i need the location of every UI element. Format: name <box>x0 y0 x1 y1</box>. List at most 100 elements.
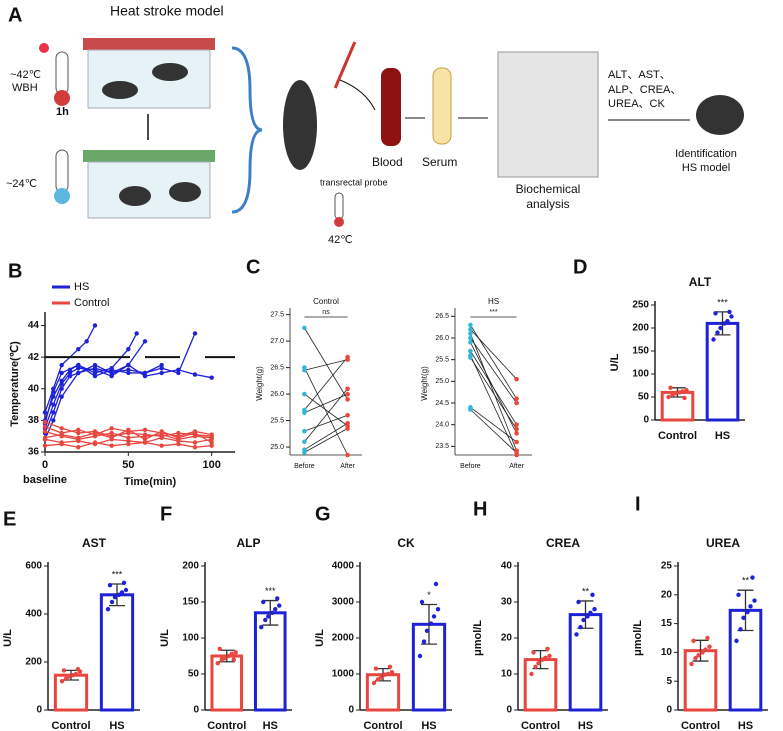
point <box>266 614 271 619</box>
y-tick-label: 5 <box>666 676 672 687</box>
point <box>92 323 98 328</box>
chart-title: HS <box>488 297 499 306</box>
point <box>109 443 114 448</box>
x-tick-label: HS <box>263 720 278 731</box>
chart-title: CREA <box>546 536 580 550</box>
point <box>590 592 595 597</box>
point <box>421 639 427 644</box>
point <box>42 424 48 429</box>
point <box>76 365 81 371</box>
point <box>585 614 590 619</box>
point <box>419 599 425 605</box>
point <box>722 321 727 326</box>
y-tick-label: 42 <box>28 352 40 363</box>
point <box>514 422 519 427</box>
point <box>126 430 131 436</box>
significance: *** <box>112 569 123 579</box>
point <box>159 362 164 368</box>
point <box>59 386 64 391</box>
y-tick-label: 20 <box>501 633 513 644</box>
x-tick-label: 50 <box>122 459 134 471</box>
panel-letter: E <box>3 508 16 530</box>
point <box>684 387 689 393</box>
y-tick-label: 25.5 <box>270 417 284 424</box>
y-axis-label: U/L <box>159 629 171 647</box>
point <box>119 590 125 595</box>
point <box>67 373 73 379</box>
x-tick-label: 0 <box>42 459 48 471</box>
point <box>75 667 81 672</box>
point <box>126 427 131 433</box>
point <box>576 599 581 605</box>
point <box>123 587 129 593</box>
x-axis-label: Time(min) <box>124 476 177 488</box>
point <box>209 375 214 380</box>
point <box>345 354 350 360</box>
panel-letter: I <box>635 493 641 515</box>
y-tick-label: 100 <box>632 369 649 380</box>
y-tick-label: 23.5 <box>435 443 449 450</box>
point <box>689 661 694 667</box>
point <box>76 430 81 436</box>
point <box>142 437 148 442</box>
pair-line <box>304 356 348 411</box>
y-tick-label: 400 <box>25 609 42 620</box>
pair-line <box>304 388 348 443</box>
significance: *** <box>489 309 497 316</box>
point <box>84 339 89 344</box>
point <box>514 376 519 382</box>
point <box>387 664 393 669</box>
y-tick-label: 50 <box>188 669 200 680</box>
point <box>209 433 214 439</box>
pair-line <box>470 357 517 430</box>
pair-line <box>470 350 517 425</box>
point <box>738 627 743 632</box>
point <box>192 331 198 336</box>
point <box>59 370 64 376</box>
y-tick-label: 0 <box>506 705 512 716</box>
x-tick-label: Before <box>294 463 315 470</box>
point <box>468 340 473 345</box>
point <box>547 653 552 659</box>
blood-tube <box>381 68 401 146</box>
point <box>514 431 519 436</box>
y-tick-label: 25.0 <box>435 378 449 385</box>
lid-green <box>83 150 215 162</box>
mouse <box>152 63 188 81</box>
serum-tube <box>432 67 452 145</box>
point <box>233 650 238 655</box>
y-axis-label: μmol/L <box>632 620 644 656</box>
temperature-line <box>44 333 196 424</box>
point <box>705 635 710 641</box>
point <box>176 441 181 447</box>
point <box>92 430 98 436</box>
point <box>578 625 583 630</box>
point <box>42 443 48 448</box>
y-axis-label: Weight(g) <box>420 366 429 401</box>
point <box>92 365 98 371</box>
point <box>192 445 198 450</box>
label: Serum <box>422 155 457 169</box>
point <box>468 348 473 354</box>
point <box>270 610 275 615</box>
point <box>159 433 164 439</box>
point <box>468 327 473 332</box>
point <box>142 339 148 344</box>
x-tick-label: 100 <box>202 459 220 471</box>
point <box>668 385 673 390</box>
point <box>673 391 678 396</box>
significance: ** <box>582 586 590 596</box>
point <box>703 647 708 652</box>
x-tick-label: HS <box>421 720 436 731</box>
pair-line <box>470 355 517 456</box>
lid-red <box>83 38 215 50</box>
point <box>92 373 98 379</box>
point <box>76 445 81 450</box>
y-tick-label: 150 <box>182 597 199 608</box>
y-tick-label: 200 <box>25 657 42 668</box>
y-tick-label: 150 <box>632 346 649 357</box>
y-tick-label: 0 <box>666 705 672 716</box>
y-axis-label: Temperature(℃) <box>9 341 21 427</box>
point <box>713 311 718 316</box>
mouse-body <box>283 80 317 170</box>
